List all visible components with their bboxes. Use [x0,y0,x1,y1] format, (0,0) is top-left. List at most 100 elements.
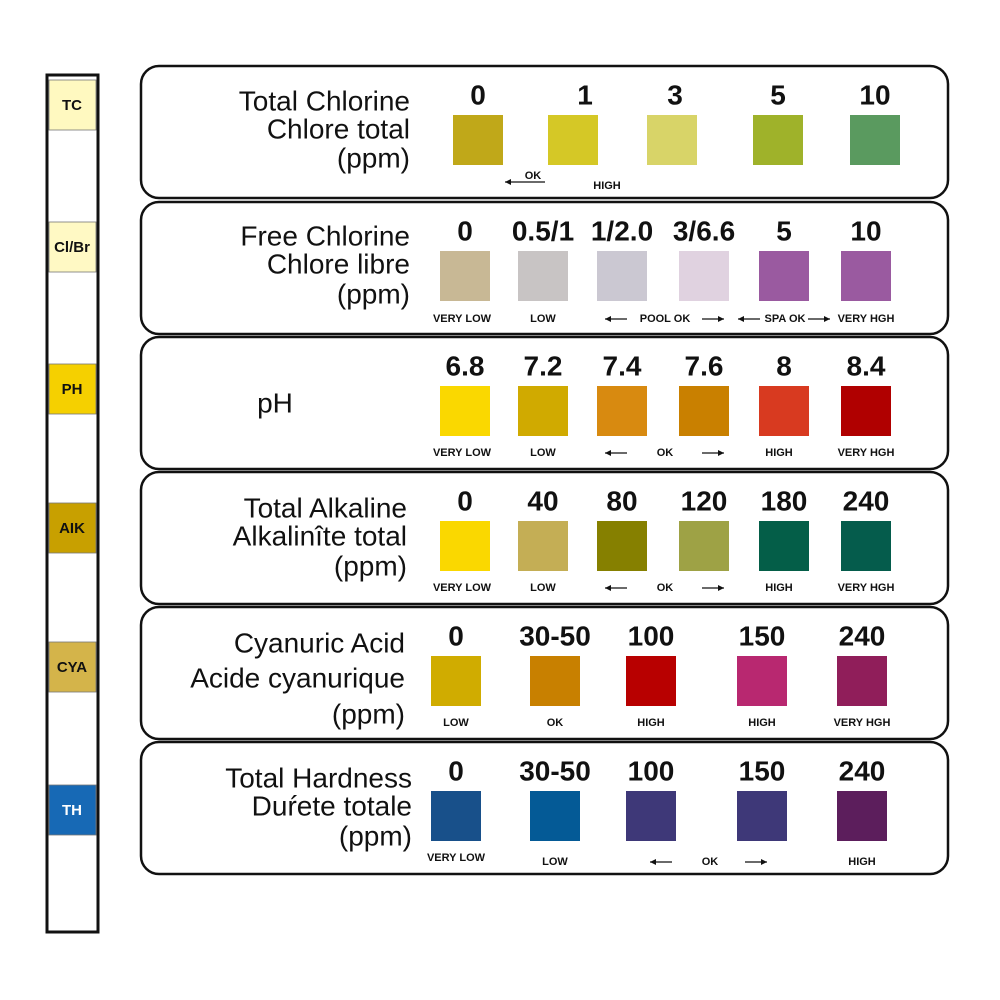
arrow-head [718,316,724,322]
color-swatch [518,521,568,571]
color-swatch [431,791,481,841]
value-label: 240 [839,755,886,786]
value-label: 120 [681,485,728,516]
panel-title: Total Chlorine [239,85,410,116]
strip-label: TH [62,802,82,819]
value-label: 30-50 [519,755,591,786]
value-label: 150 [739,620,786,651]
color-swatch [679,386,729,436]
color-swatch [597,386,647,436]
color-swatch [548,115,598,165]
panel-title: (ppm) [334,550,407,581]
value-label: 10 [859,79,890,110]
value-label: 7.2 [524,350,563,381]
value-label: 0 [448,620,464,651]
color-swatch [597,521,647,571]
range-note: HIGH [637,717,665,729]
strip-label: Cl/Br [54,239,90,256]
color-swatch [679,251,729,301]
value-label: 1 [577,79,593,110]
strip-pad [48,784,97,836]
panel-title: Alkalinîte total [233,520,407,551]
color-swatch [453,115,503,165]
arrow-head [761,859,767,865]
color-swatch [647,115,697,165]
value-label: 0.5/1 [512,215,574,246]
range-note: HIGH [593,180,621,192]
range-note: VERY HGH [838,313,895,325]
value-label: 240 [839,620,886,651]
color-swatch [440,386,490,436]
color-swatch [597,251,647,301]
range-note: SPA OK [765,313,806,325]
arrow-head [718,585,724,591]
value-label: 80 [606,485,637,516]
color-swatch [737,791,787,841]
range-note: OK [547,717,564,729]
color-swatch [626,791,676,841]
arrow-head [718,450,724,456]
value-label: 0 [470,79,486,110]
value-label: 240 [843,485,890,516]
range-note: HIGH [765,447,793,459]
range-note: LOW [530,447,556,459]
color-swatch [737,656,787,706]
range-note: VERY HGH [838,582,895,594]
color-swatch [518,251,568,301]
range-note: VERY HGH [838,447,895,459]
arrow-head [605,450,611,456]
range-note: LOW [530,582,556,594]
value-label: 100 [628,620,675,651]
value-label: 8.4 [847,350,886,381]
arrow-head [824,316,830,322]
value-label: 7.6 [685,350,724,381]
range-note: OK [525,170,542,182]
color-swatch [626,656,676,706]
value-label: 100 [628,755,675,786]
value-label: 3 [667,79,683,110]
value-label: 0 [457,215,473,246]
range-note: VERY LOW [433,447,492,459]
panel-title: Total Alkaline [244,492,407,523]
range-note: POOL OK [640,313,691,325]
strip-label: PH [62,381,83,398]
strip-label: AIK [59,520,85,537]
range-note: HIGH [748,717,776,729]
panel-title: Chlore libre [267,248,410,279]
range-note: HIGH [848,856,876,868]
color-swatch [850,115,900,165]
range-note: OK [657,582,674,594]
value-label: 30-50 [519,620,591,651]
color-swatch [518,386,568,436]
color-swatch [431,656,481,706]
color-swatch [753,115,803,165]
panel-title: (ppm) [337,142,410,173]
color-swatch [440,521,490,571]
panel-title: Total Hardness [225,762,412,793]
range-note: LOW [530,313,556,325]
arrow-head [505,179,511,185]
color-swatch [841,386,891,436]
color-swatch [440,251,490,301]
value-label: 10 [850,215,881,246]
range-note: HIGH [765,582,793,594]
strip-pad [48,221,97,273]
color-swatch [530,791,580,841]
panel-title: Chlore total [267,113,410,144]
strip-label: TC [62,97,82,114]
value-label: 180 [761,485,808,516]
value-label: 7.4 [603,350,642,381]
color-swatch [837,791,887,841]
panel-title: Acide cyanurique [190,662,405,693]
panel-title: Cyanuric Acid [234,627,405,658]
color-swatch [841,521,891,571]
color-swatch [759,521,809,571]
arrow-head [738,316,744,322]
strip-label: CYA [57,659,87,676]
color-swatch [759,386,809,436]
value-label: 150 [739,755,786,786]
strip-pad [48,79,97,131]
range-note: OK [657,447,674,459]
panel-title: Free Chlorine [240,220,410,251]
